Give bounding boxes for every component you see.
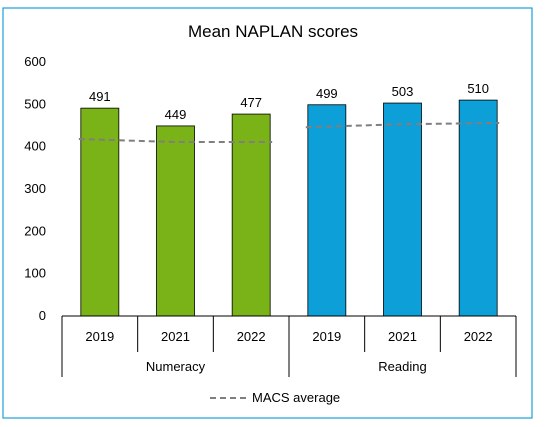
bar [383, 102, 422, 317]
bar [156, 125, 195, 317]
y-tick-label: 600 [24, 54, 46, 69]
y-tick-label: 400 [24, 139, 46, 154]
x-tick-label: 2019 [312, 329, 341, 344]
group-label: Numeracy [146, 359, 206, 374]
y-tick-label: 0 [39, 308, 46, 323]
x-tick-label: 2021 [161, 329, 190, 344]
x-tick-label: 2021 [388, 329, 417, 344]
bar-series: 491 449 477 499 503 510 [80, 81, 498, 317]
y-tick-label: 200 [24, 223, 46, 238]
y-tick-label: 500 [24, 96, 46, 111]
chart-title: Mean NAPLAN scores [188, 22, 358, 41]
bar-value-label: 491 [89, 89, 111, 104]
bar [307, 104, 347, 317]
bar-value-label: 499 [316, 86, 338, 101]
y-tick-label: 300 [24, 181, 46, 196]
bar-value-label: 449 [165, 107, 187, 122]
x-tick-label: 2019 [85, 329, 114, 344]
average-lines [78, 121, 500, 144]
bar [458, 99, 498, 317]
x-tick-label: 2022 [464, 329, 493, 344]
bar-value-label: 477 [240, 95, 262, 110]
y-axis: 0 100 200 300 400 500 600 [24, 54, 46, 323]
x-tick-label: 2022 [237, 329, 266, 344]
legend: MACS average [210, 390, 340, 405]
bar [80, 107, 120, 317]
group-label: Reading [378, 359, 426, 374]
bar [231, 113, 271, 317]
bar-value-label: 503 [392, 84, 414, 99]
average-line [78, 138, 273, 144]
average-line [305, 121, 500, 129]
x-axis: 2019 2021 2022 Numeracy 2019 2021 2022 Reading [61, 315, 517, 377]
legend-label: MACS average [252, 390, 340, 405]
bar-value-label: 510 [467, 81, 489, 96]
y-tick-label: 100 [24, 266, 46, 281]
